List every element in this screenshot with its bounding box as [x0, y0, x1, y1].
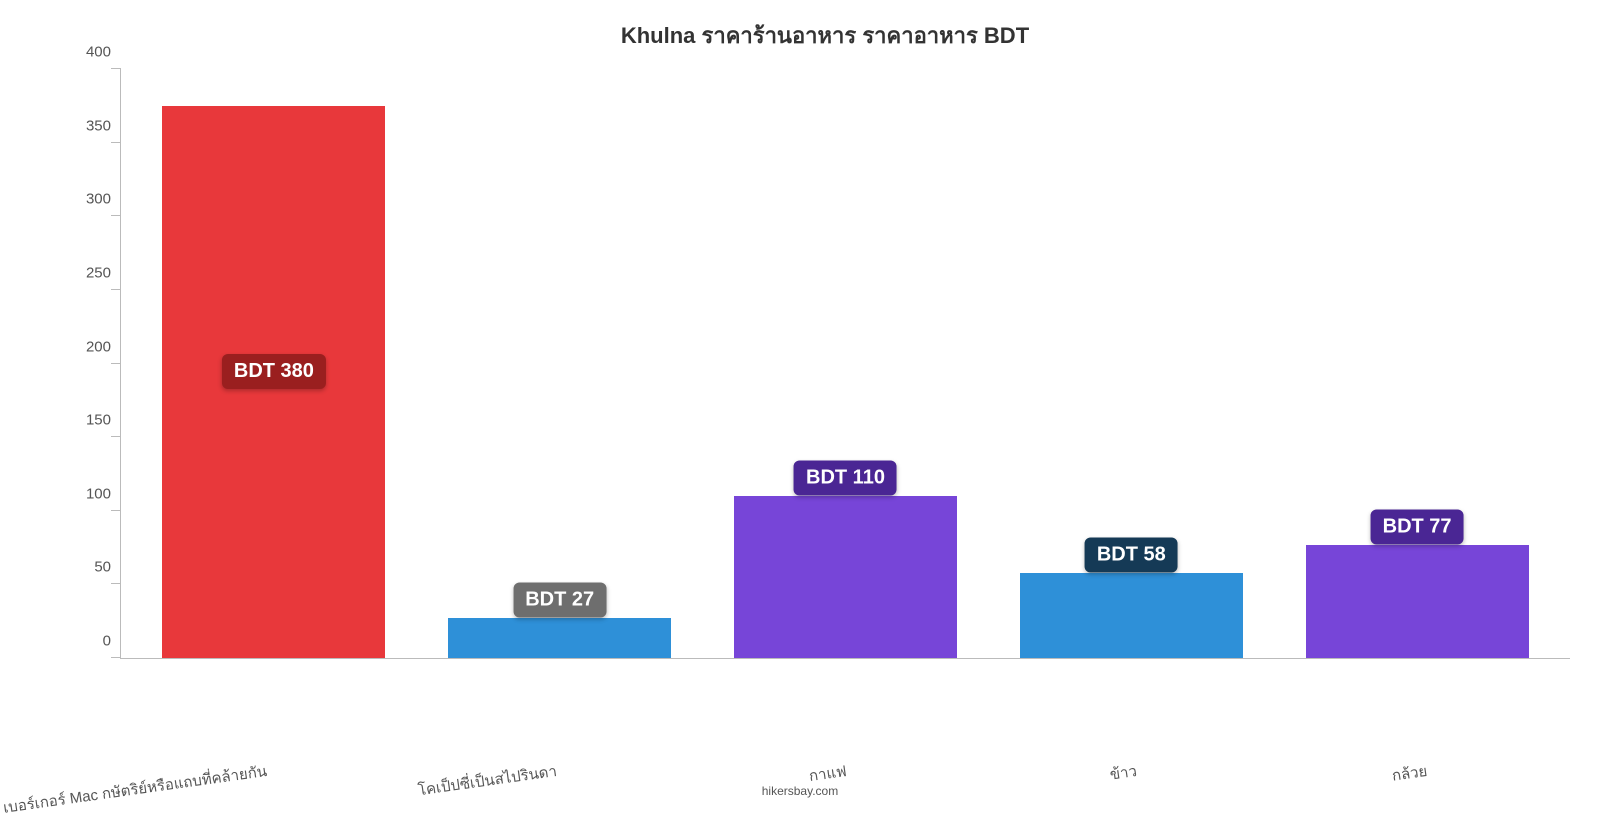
y-tick [111, 583, 121, 584]
y-tick [111, 436, 121, 437]
bars-row: BDT 380 BDT 27 BDT 110 BDT 58 BDT 77 [121, 69, 1570, 658]
y-tick-label: 100 [66, 485, 111, 502]
y-tick-label: 350 [66, 117, 111, 134]
y-tick-label: 400 [66, 44, 111, 61]
bar-slot: BDT 110 [703, 69, 989, 658]
y-tick [111, 215, 121, 216]
y-tick-label: 50 [66, 559, 111, 576]
y-tick [111, 68, 121, 69]
x-axis-labels: เบอร์เกอร์ Mac กษัตริย์หรือแถบที่คล้ายกั… [120, 749, 1570, 750]
attribution-text: hikersbay.com [0, 784, 1600, 798]
value-badge: BDT 58 [1085, 537, 1178, 572]
y-tick-label: 250 [66, 264, 111, 281]
y-tick-label: 300 [66, 191, 111, 208]
x-label-wrap: ข้าว [990, 749, 1280, 750]
y-tick [111, 363, 121, 364]
bar: BDT 27 [448, 618, 671, 658]
bar-slot: BDT 380 [131, 69, 417, 658]
y-tick-label: 0 [66, 633, 111, 650]
bar-slot: BDT 58 [988, 69, 1274, 658]
value-badge: BDT 27 [513, 583, 606, 618]
value-badge: BDT 380 [222, 354, 326, 389]
x-label-wrap: กาแฟ [700, 749, 990, 750]
x-label-wrap: เบอร์เกอร์ Mac กษัตริย์หรือแถบที่คล้ายกั… [120, 749, 410, 750]
x-label-wrap: กล้วย [1280, 749, 1570, 750]
y-tick-label: 200 [66, 338, 111, 355]
bar-slot: BDT 27 [417, 69, 703, 658]
chart-title: Khulna ราคาร้านอาหาร ราคาอาหาร BDT [80, 18, 1570, 53]
x-label-wrap: โคเป็ปซี่เป็นสไปรินดา [410, 749, 700, 750]
y-tick [111, 657, 121, 658]
bar-slot: BDT 77 [1274, 69, 1560, 658]
value-badge: BDT 110 [794, 461, 897, 496]
y-tick [111, 510, 121, 511]
value-badge: BDT 77 [1371, 509, 1464, 544]
y-tick [111, 289, 121, 290]
bar: BDT 380 [162, 106, 385, 658]
bar: BDT 110 [734, 496, 957, 658]
chart-container: Khulna ราคาร้านอาหาร ราคาอาหาร BDT BDT 3… [0, 0, 1600, 800]
y-tick-label: 150 [66, 412, 111, 429]
y-tick [111, 142, 121, 143]
bar: BDT 58 [1020, 573, 1243, 658]
x-axis-category-label: ข้าว [1108, 759, 1138, 787]
plot-area: BDT 380BDT 27BDT 110BDT 58BDT 77 0501001… [120, 69, 1570, 659]
bar: BDT 77 [1306, 545, 1529, 658]
